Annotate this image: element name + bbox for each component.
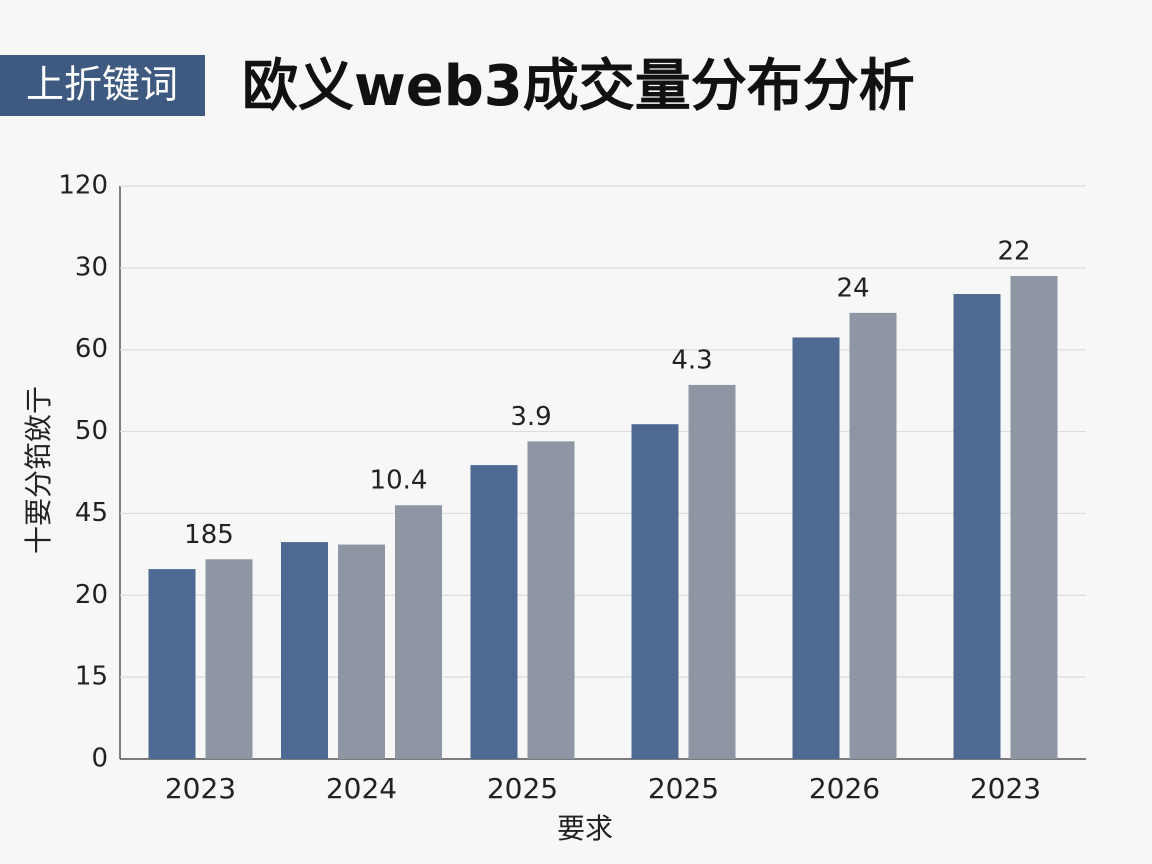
y-tick-label: 0	[91, 744, 108, 774]
y-axis-label: 十要分筘敓亍	[22, 386, 55, 554]
bar	[527, 441, 575, 759]
group-label: 24	[836, 273, 869, 303]
group-label: 10.4	[370, 466, 428, 496]
bar	[395, 505, 442, 759]
y-tick-label: 60	[75, 334, 108, 364]
x-tick-label: 2023	[970, 772, 1041, 805]
bar	[1010, 276, 1058, 759]
bar	[148, 569, 196, 759]
tag: 上折键词	[26, 63, 178, 107]
chart-title: 欧义web3成交量分布分析	[242, 54, 915, 119]
x-tick-label: 2023	[165, 772, 236, 805]
group-label: 4.3	[671, 345, 712, 375]
y-tick-label: 15	[75, 662, 108, 692]
y-tick-label: 20	[75, 580, 108, 610]
x-tick-label: 2024	[326, 772, 397, 805]
y-tick-label: 45	[75, 498, 108, 528]
y-tick-label: 120	[58, 171, 108, 201]
y-tick-label: 30	[75, 252, 108, 282]
bar	[338, 544, 385, 759]
bar	[953, 294, 1001, 759]
tag-box	[0, 55, 205, 116]
group-label: 3.9	[510, 402, 551, 432]
x-tick-label: 2026	[809, 772, 880, 805]
y-tick-label: 50	[75, 416, 108, 446]
group-label: 185	[184, 520, 234, 550]
x-axis-label: 要求	[557, 812, 613, 845]
bar	[849, 312, 897, 759]
group-label: 22	[997, 237, 1030, 267]
bar	[281, 542, 328, 759]
bar	[205, 559, 253, 759]
bar	[470, 465, 518, 759]
bar	[631, 424, 679, 759]
x-tick-label: 2025	[648, 772, 719, 805]
bar	[688, 384, 736, 759]
bar	[792, 337, 840, 759]
x-tick-label: 2025	[487, 772, 558, 805]
